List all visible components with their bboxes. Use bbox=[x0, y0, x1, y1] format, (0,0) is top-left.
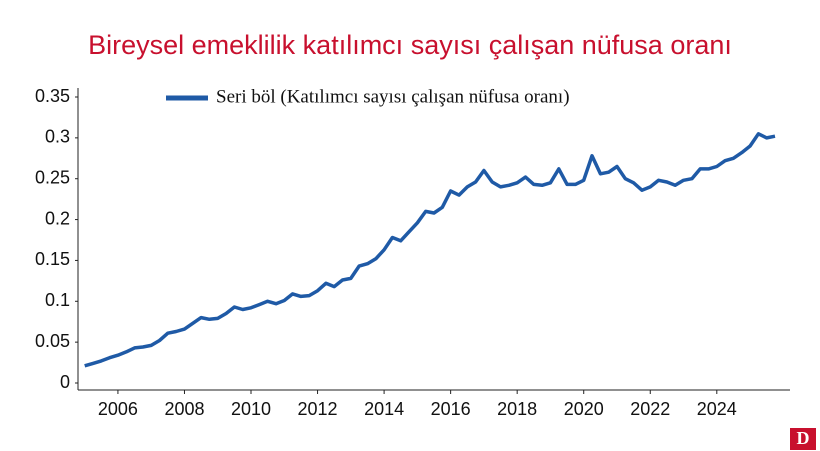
chart-title: Bireysel emeklilik katılımcı sayısı çalı… bbox=[88, 30, 732, 60]
x-tick-label: 2018 bbox=[497, 399, 537, 419]
y-tick-label: 0.15 bbox=[35, 249, 70, 269]
x-tick-label: 2016 bbox=[431, 399, 471, 419]
logo: D bbox=[797, 428, 810, 448]
y-tick-label: 0.35 bbox=[35, 86, 70, 106]
x-tick-label: 2006 bbox=[98, 399, 138, 419]
x-tick-label: 2012 bbox=[298, 399, 338, 419]
x-tick-label: 2014 bbox=[364, 399, 404, 419]
y-tick-label: 0.2 bbox=[45, 208, 70, 228]
x-tick-label: 2008 bbox=[164, 399, 204, 419]
x-tick-label: 2010 bbox=[231, 399, 271, 419]
logo-box bbox=[790, 428, 816, 450]
y-tick-label: 0.25 bbox=[35, 167, 70, 187]
legend-label: Seri böl (Katılımcı sayısı çalışan nüfus… bbox=[216, 86, 570, 107]
y-tick-label: 0.05 bbox=[35, 331, 70, 351]
y-tick-label: 0 bbox=[60, 372, 70, 392]
x-tick-label: 2020 bbox=[564, 399, 604, 419]
series-line bbox=[84, 132, 776, 368]
y-tick-label: 0.1 bbox=[45, 290, 70, 310]
x-tick-label: 2024 bbox=[697, 399, 737, 419]
x-tick-label: 2022 bbox=[630, 399, 670, 419]
y-tick-label: 0.3 bbox=[45, 127, 70, 147]
